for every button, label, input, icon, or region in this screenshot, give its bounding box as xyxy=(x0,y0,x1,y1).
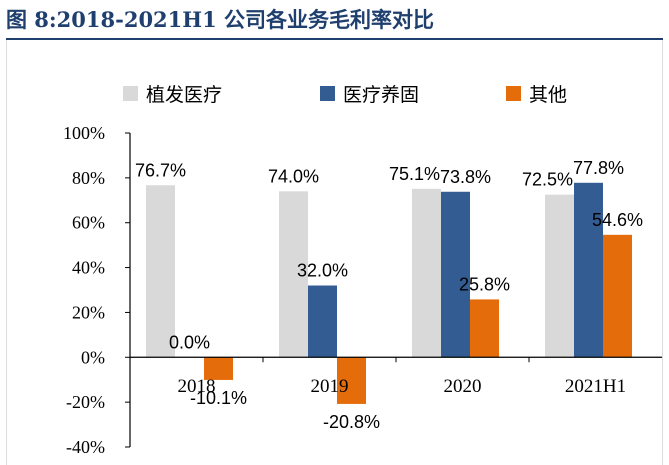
x-category-label: 2021H1 xyxy=(565,376,626,397)
chart-legend: 植发医疗 医疗养固 其他 xyxy=(123,84,567,106)
data-label: 25.8% xyxy=(459,274,510,294)
data-label: 74.0% xyxy=(268,166,319,186)
right-border-line xyxy=(662,40,663,465)
legend-label-3: 其他 xyxy=(529,84,567,106)
bar xyxy=(412,188,441,358)
data-label: 72.5% xyxy=(522,170,573,190)
y-tick-label: 60% xyxy=(72,213,105,233)
bar xyxy=(146,185,175,358)
y-axis: 100% 80% 60% 40% 20% 0% -20% -40% xyxy=(63,123,131,457)
data-label: 77.8% xyxy=(573,158,624,178)
figure-title: 图 8:2018-2021H1 公司各业务毛利率对比 xyxy=(6,7,435,32)
bar xyxy=(441,191,470,358)
left-border-line xyxy=(6,40,7,465)
x-category-label: 2020 xyxy=(444,376,482,397)
data-label: 54.6% xyxy=(592,210,643,230)
y-tick-label: -40% xyxy=(66,437,105,457)
data-label: 75.1% xyxy=(389,164,440,184)
x-category-label: 2018 xyxy=(178,376,216,397)
y-tick-label: 20% xyxy=(72,302,105,322)
bar xyxy=(279,191,308,358)
data-label: -10.1% xyxy=(190,388,247,408)
legend-swatch-2 xyxy=(320,86,335,101)
legend-label-2: 医疗养固 xyxy=(343,84,419,106)
bar xyxy=(308,285,337,358)
bar xyxy=(545,194,574,358)
data-label: 0.0% xyxy=(169,332,210,352)
legend-label-1: 植发医疗 xyxy=(146,84,222,106)
data-label: 32.0% xyxy=(297,261,348,281)
x-category-label: 2019 xyxy=(311,376,349,397)
bar xyxy=(470,299,499,358)
y-tick-label: 0% xyxy=(81,347,105,367)
x-axis: 2018 2019 2020 2021H1 xyxy=(130,356,662,397)
y-tick-label: 100% xyxy=(63,123,105,143)
bar xyxy=(574,182,603,358)
data-label: -20.8% xyxy=(323,412,380,432)
bar-group xyxy=(146,182,632,404)
title-rule xyxy=(6,38,663,40)
data-label: 73.8% xyxy=(440,167,491,187)
bar xyxy=(337,357,366,404)
legend-swatch-1 xyxy=(123,86,138,101)
data-labels: 76.7% 0.0% -10.1% 74.0% 32.0% -20.8% 75.1% 73.8… xyxy=(135,158,643,432)
y-tick-label: 80% xyxy=(72,168,105,188)
y-tick-label: -20% xyxy=(66,392,105,412)
data-label: 76.7% xyxy=(135,160,186,180)
bar xyxy=(603,234,632,358)
legend-swatch-3 xyxy=(506,86,521,101)
y-tick-label: 40% xyxy=(72,258,105,278)
bar xyxy=(204,357,233,380)
